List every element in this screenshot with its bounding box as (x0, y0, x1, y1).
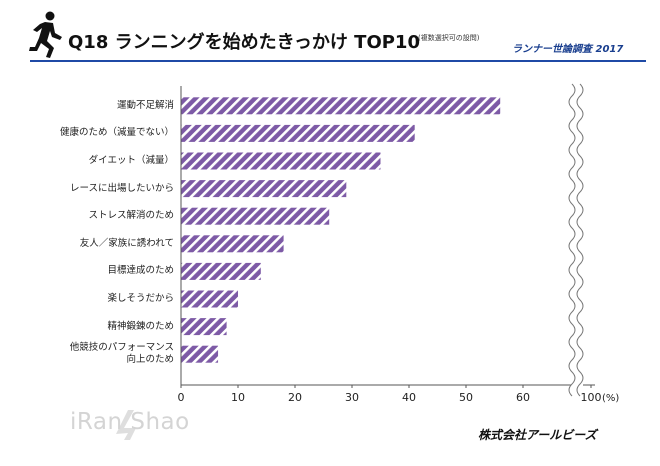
x-tick-label: 60 (516, 391, 530, 404)
bar (181, 345, 219, 363)
category-label: レースに出場したいから (69, 182, 174, 194)
title-rule (30, 60, 646, 62)
x-tick-label: 100 (581, 391, 602, 404)
category-label: 健康のため（減量でない） (59, 127, 174, 139)
bar (181, 207, 330, 225)
runner-icon (29, 11, 62, 58)
x-axis-unit: (%) (602, 393, 619, 404)
category-label: 友人／家族に誘われて (79, 237, 174, 249)
axis-break-line (568, 83, 576, 397)
axis-break-line (576, 83, 584, 397)
category-label: 運動不足解消 (116, 99, 174, 111)
category-label: ストレス解消のため (88, 210, 174, 222)
bar (181, 318, 227, 336)
x-tick-label: 30 (345, 391, 359, 404)
watermark-logo-icon (116, 410, 136, 440)
title-note: (複数選択可の設問) (418, 34, 480, 42)
x-tick-label: 0 (178, 391, 185, 404)
chart-title: Q18 ランニングを始めたきっかけ TOP10 (68, 32, 420, 53)
bar (181, 124, 415, 142)
category-label: ダイエット（減量） (88, 155, 174, 166)
bar (181, 262, 261, 280)
category-label: 目標達成のため (107, 265, 174, 277)
bar (181, 290, 238, 308)
bar (181, 235, 284, 253)
company-name: 株式会社アールビーズ (478, 428, 597, 442)
x-tick-label: 50 (459, 391, 473, 404)
bar (181, 152, 381, 170)
title-bar: Q18 ランニングを始めたきっかけ TOP10 (複数選択可の設問) ランナー世… (0, 0, 660, 80)
bars-group (181, 97, 501, 363)
axis-break-gap (571, 82, 583, 395)
survey-label: ランナー世論調査 2017 (512, 44, 624, 55)
category-label: 他競技のパフォーマンス 向上のため (69, 342, 174, 366)
x-tick-label: 10 (231, 391, 245, 404)
x-tick-label: 20 (288, 391, 302, 404)
bar (181, 180, 347, 198)
category-label: 楽しそうだから (107, 293, 174, 304)
category-label: 精神鍛錬のため (107, 320, 174, 332)
x-axis: 0 10 20 30 40 50 60 100 (%) (178, 82, 619, 404)
bar (181, 97, 501, 115)
watermark-text: iRan Shao (70, 409, 190, 435)
x-tick-label: 40 (402, 391, 416, 404)
